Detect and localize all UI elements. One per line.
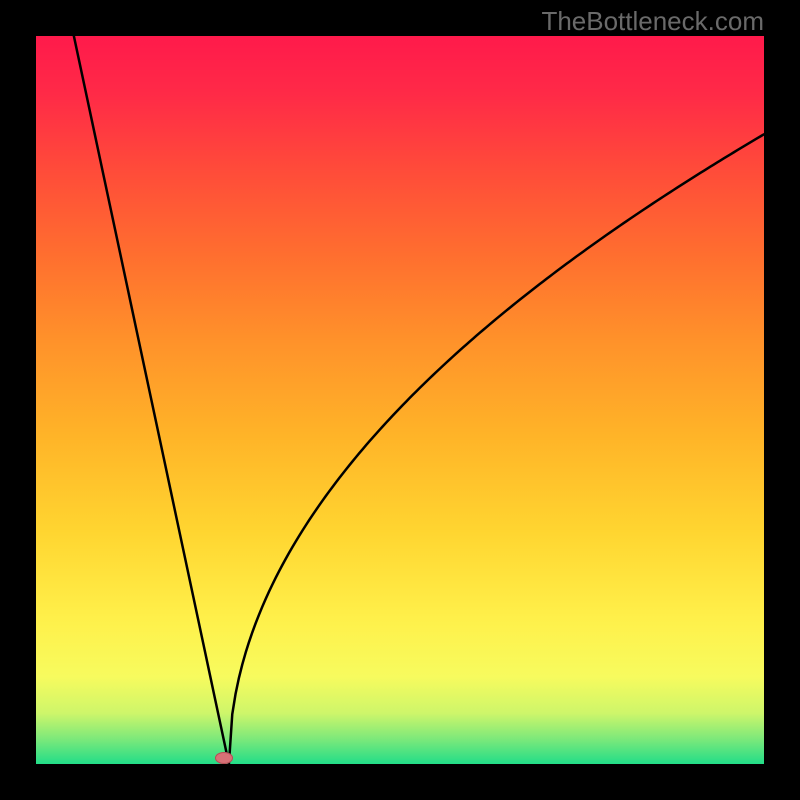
- chart-background: [36, 36, 764, 764]
- watermark-text: TheBottleneck.com: [541, 6, 764, 37]
- stage: TheBottleneck.com: [0, 0, 800, 800]
- chart-plot: [36, 36, 764, 764]
- optimum-marker: [215, 752, 233, 764]
